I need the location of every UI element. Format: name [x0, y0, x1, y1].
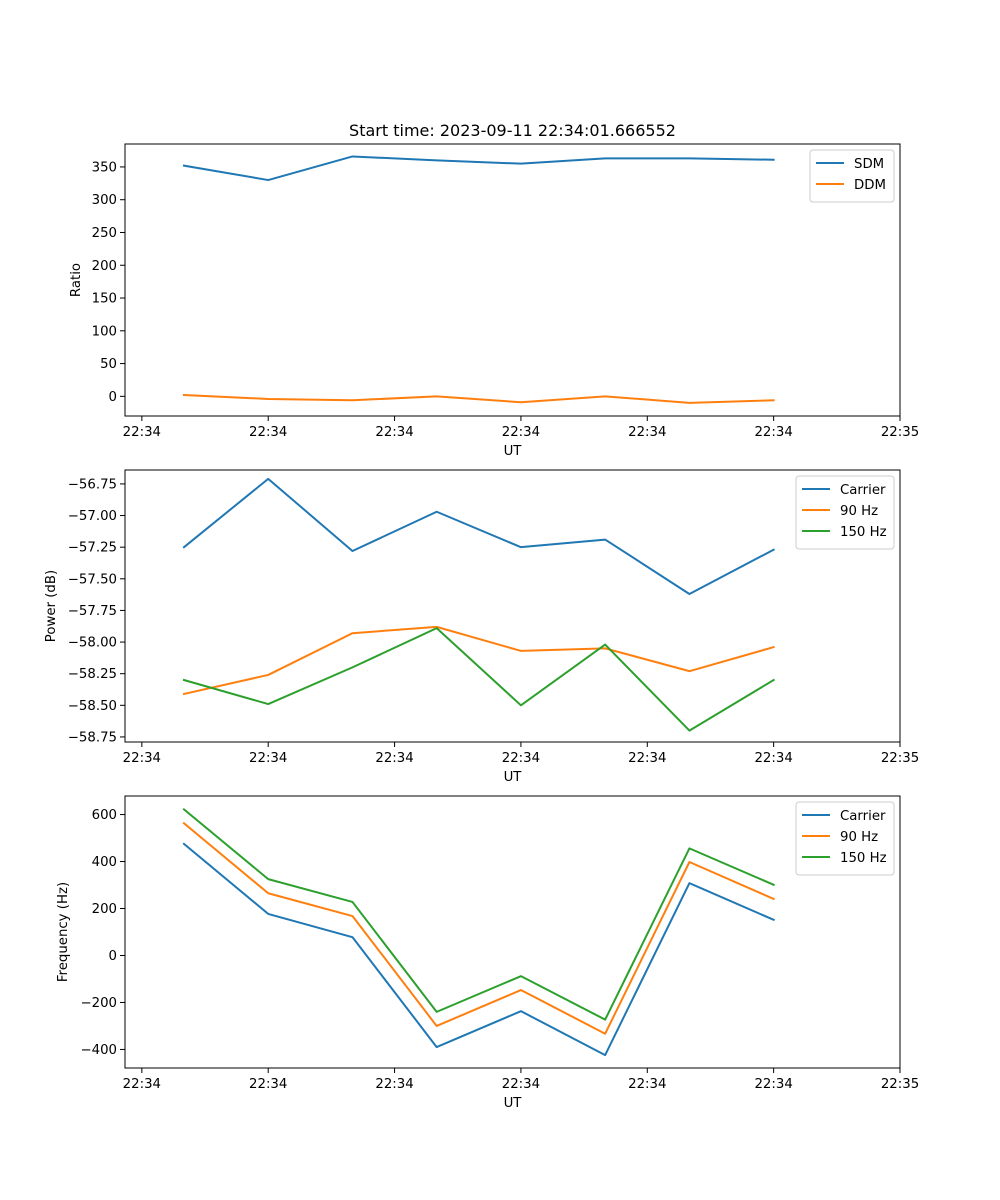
power-x-tick-label: 22:34	[628, 751, 666, 766]
frequency-x-tick-label: 22:35	[881, 1077, 919, 1092]
frequency-x-tick-label: 22:34	[249, 1077, 287, 1092]
ratio-y-tick-label: 250	[92, 226, 117, 241]
power-legend-label-carrier: Carrier	[840, 483, 886, 498]
ratio-y-tick-label: 300	[92, 193, 117, 208]
power-x-ticks: 22:34 22:34 22:34 22:34 22:34 22:34 22:35	[123, 742, 919, 766]
ratio-series-layer	[182, 155, 775, 404]
power-x-tick-label: 22:34	[375, 751, 413, 766]
ratio-y-tick-label: 200	[92, 259, 117, 274]
power-legend-label-150-hz: 150 Hz	[840, 525, 887, 540]
frequency-x-tick-label: 22:34	[754, 1077, 792, 1092]
power-line-carrier	[182, 477, 775, 595]
power-y-ticks: −56.75 −57.00 −57.25 −57.50 −57.75 −58.00 −58.…	[68, 477, 125, 745]
frequency-line-150-hz	[182, 807, 775, 1021]
frequency-x-axis-label: UT	[504, 1096, 523, 1111]
frequency-y-tick-label: 600	[92, 808, 117, 823]
power-y-tick-label: −58.25	[68, 667, 117, 682]
frequency-y-tick-label: 400	[92, 855, 117, 870]
frequency-legend-label-150-hz: 150 Hz	[840, 851, 887, 866]
power-x-axis-label: UT	[504, 770, 523, 785]
frequency-x-tick-label: 22:34	[375, 1077, 413, 1092]
ratio-line-ddm	[182, 393, 775, 404]
power-y-tick-label: −57.25	[68, 541, 117, 556]
power-subplot: 22:34 22:34 22:34 22:34 22:34 22:34 22:35 −56.…	[44, 469, 919, 785]
ratio-x-tick-label: 22:34	[754, 425, 792, 440]
ratio-x-ticks: 22:34 22:34 22:34 22:34 22:34 22:34 22:35	[123, 416, 919, 440]
ratio-legend-label-ddm: DDM	[854, 178, 886, 193]
power-x-tick-label: 22:34	[123, 751, 161, 766]
ratio-x-tick-label: 22:34	[123, 425, 161, 440]
ratio-y-ticks: 0 50 100 150 200 250 300 350	[92, 160, 125, 405]
power-legend-label-90-hz: 90 Hz	[840, 504, 878, 519]
ratio-x-tick-label: 22:34	[375, 425, 413, 440]
power-y-tick-label: −58.75	[68, 730, 117, 745]
frequency-legend-label-90-hz: 90 Hz	[840, 830, 878, 845]
ratio-y-tick-label: 150	[92, 292, 117, 307]
ratio-y-tick-label: 350	[92, 160, 117, 175]
frequency-x-tick-label: 22:34	[123, 1077, 161, 1092]
ratio-y-axis-label: Ratio	[69, 263, 84, 297]
frequency-line-carrier	[182, 842, 775, 1057]
frequency-axes-frame	[124, 795, 901, 1069]
ratio-line-sdm	[182, 155, 775, 182]
ratio-subplot: Start time: 2023-09-11 22:34:01.666552 2…	[69, 121, 919, 459]
frequency-y-tick-label: −200	[80, 996, 117, 1011]
ratio-y-tick-label: 0	[109, 390, 117, 405]
power-line-90-hz	[182, 625, 775, 696]
frequency-legend-label-carrier: Carrier	[840, 809, 886, 824]
ratio-legend: SDM DDM	[809, 149, 895, 203]
power-y-tick-label: −56.75	[68, 477, 117, 492]
frequency-legend: Carrier 90 Hz 150 Hz	[795, 801, 895, 876]
power-y-tick-label: −57.75	[68, 604, 117, 619]
ratio-legend-label-sdm: SDM	[854, 157, 884, 172]
frequency-y-tick-label: 200	[92, 902, 117, 917]
frequency-y-ticks: −400 −200 0 200 400 600	[80, 808, 125, 1058]
power-axes-frame	[124, 469, 901, 743]
ratio-y-tick-label: 100	[92, 324, 117, 339]
power-series-layer	[182, 477, 776, 732]
frequency-x-tick-label: 22:34	[628, 1077, 666, 1092]
frequency-series-layer	[182, 807, 775, 1057]
ratio-x-axis-label: UT	[504, 444, 523, 459]
power-legend: Carrier 90 Hz 150 Hz	[795, 475, 895, 550]
ratio-x-tick-label: 22:34	[628, 425, 666, 440]
power-line-150-hz	[182, 627, 776, 732]
frequency-x-ticks: 22:34 22:34 22:34 22:34 22:34 22:34 22:35	[123, 1068, 919, 1092]
power-y-tick-label: −57.50	[68, 572, 117, 587]
ratio-x-tick-label: 22:34	[502, 425, 540, 440]
power-y-tick-label: −58.00	[68, 636, 117, 651]
chart-title: Start time: 2023-09-11 22:34:01.666552	[349, 121, 676, 140]
frequency-x-tick-label: 22:34	[502, 1077, 540, 1092]
power-x-tick-label: 22:34	[754, 751, 792, 766]
power-y-tick-label: −57.00	[68, 509, 117, 524]
ratio-y-tick-label: 50	[100, 357, 117, 372]
power-y-axis-label: Power (dB)	[44, 570, 59, 642]
frequency-y-axis-label: Frequency (Hz)	[56, 882, 71, 982]
frequency-y-tick-label: −400	[80, 1043, 117, 1058]
power-x-tick-label: 22:34	[249, 751, 287, 766]
power-x-tick-label: 22:34	[502, 751, 540, 766]
ratio-x-tick-label: 22:34	[249, 425, 287, 440]
frequency-subplot: 22:34 22:34 22:34 22:34 22:34 22:34 22:35 −400…	[56, 795, 919, 1111]
ratio-x-tick-label: 22:35	[881, 425, 919, 440]
ratio-axes-frame	[124, 143, 901, 417]
power-y-tick-label: −58.50	[68, 699, 117, 714]
frequency-line-90-hz	[182, 821, 775, 1035]
power-x-tick-label: 22:35	[881, 751, 919, 766]
frequency-y-tick-label: 0	[109, 949, 117, 964]
